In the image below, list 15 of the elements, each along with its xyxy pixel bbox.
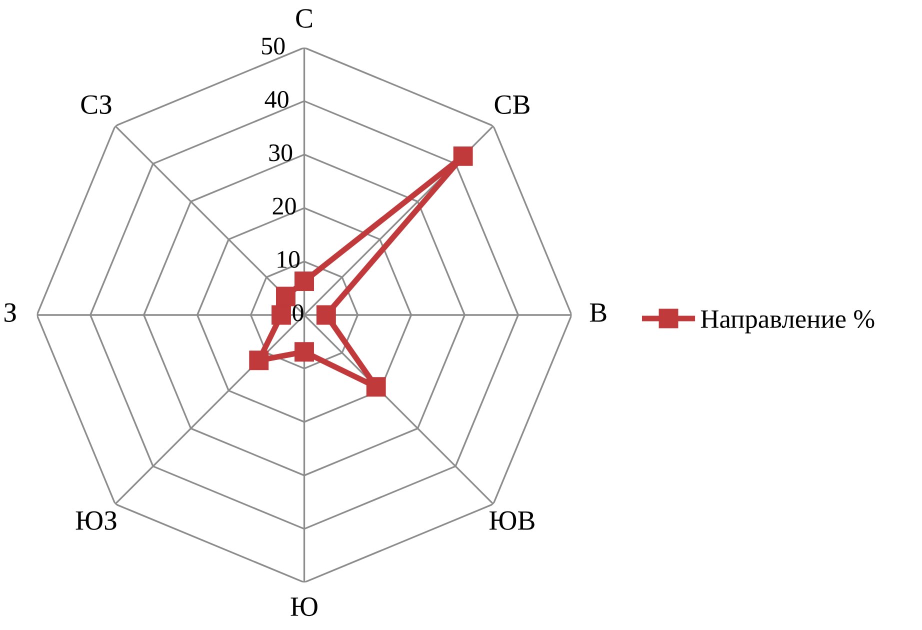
y-tick-label: 20 [272,198,296,215]
spoke-label: С [296,9,312,28]
spoke-label: З [4,303,16,322]
y-tick-label: 30 [269,144,292,162]
spoke-label: Ю [290,597,318,616]
spoke-label: ЮЗ [76,511,116,530]
y-tick-label: 40 [264,91,288,108]
spoke-label: В [590,303,606,322]
spoke-label: ЮВ [489,511,534,530]
y-tick-label: 0 [292,304,304,322]
spoke-label: СЗ [81,95,112,114]
y-tick-label: 50 [262,38,285,55]
legend-label: Направление % [700,310,874,334]
spoke-label: СВ [494,95,530,114]
y-tick-label: 10 [278,251,300,268]
